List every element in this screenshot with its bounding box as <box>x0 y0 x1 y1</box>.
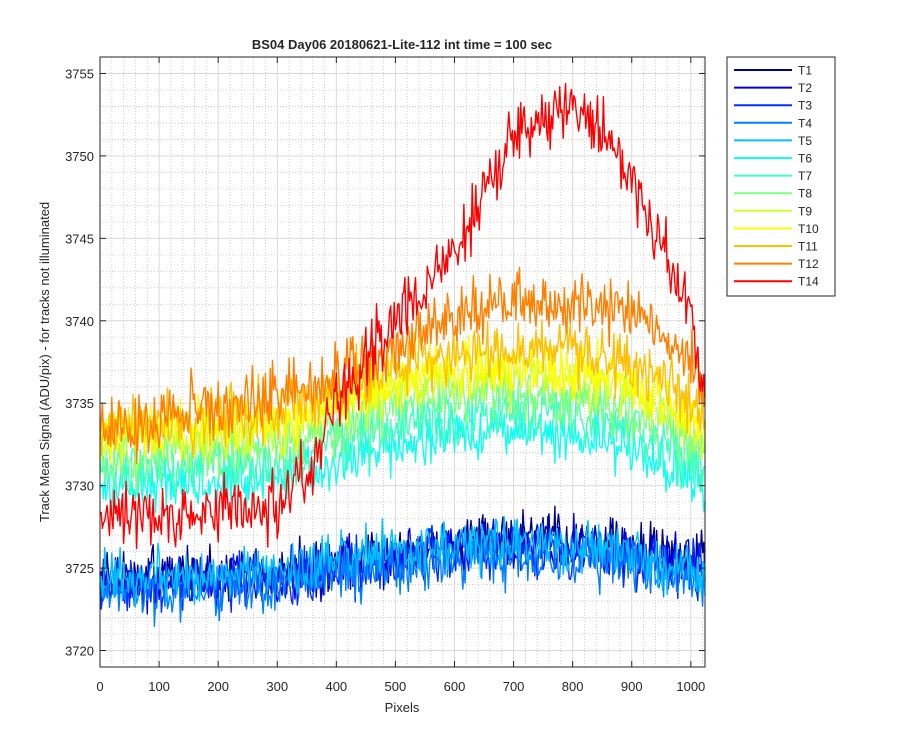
y-tick-label: 3745 <box>65 231 94 246</box>
legend-label-t10: T10 <box>798 222 819 236</box>
y-tick-label: 3730 <box>65 479 94 494</box>
series-line-t8 <box>99 363 706 494</box>
series-line-t14 <box>99 82 706 550</box>
x-tick-label: 600 <box>444 679 466 694</box>
x-tick-label: 700 <box>503 679 525 694</box>
x-tick-label: 200 <box>207 679 229 694</box>
y-axis-label: Track Mean Signal (ADU/pix) - for tracks… <box>37 202 52 522</box>
y-tick-label: 3725 <box>65 561 94 576</box>
legend-label-t3: T3 <box>798 99 812 113</box>
legend-label-t5: T5 <box>798 134 812 148</box>
legend-label-t6: T6 <box>798 152 812 166</box>
legend-label-t1: T1 <box>798 64 812 78</box>
x-tick-label: 800 <box>562 679 584 694</box>
legend-label-t9: T9 <box>798 204 812 218</box>
legend-label-t8: T8 <box>798 187 812 201</box>
y-tick-label: 3750 <box>65 149 94 164</box>
y-tick-label: 3740 <box>65 314 94 329</box>
x-tick-label: 300 <box>266 679 288 694</box>
series-layer <box>99 82 706 628</box>
series-line-t12 <box>99 266 706 465</box>
legend-label-t4: T4 <box>798 116 812 130</box>
legend-label-t12: T12 <box>798 257 819 271</box>
x-tick-label: 0 <box>96 679 103 694</box>
y-tick-label: 3720 <box>65 644 94 659</box>
legend-label-t7: T7 <box>798 169 812 183</box>
axis-ticks: 0 100 200 300 400 500 600 700 800 900 1000 3720 3725… <box>65 57 705 694</box>
series-line-t5 <box>99 516 706 608</box>
x-tick-label: 500 <box>385 679 407 694</box>
x-tick-label: 400 <box>325 679 347 694</box>
legend-label-t11: T11 <box>798 240 818 254</box>
x-tick-label: 100 <box>148 679 170 694</box>
x-axis-label: Pixels <box>385 700 420 715</box>
series-line-t10 <box>99 334 706 464</box>
x-tick-label: 1000 <box>676 679 705 694</box>
plot-frame <box>99 56 706 668</box>
chart-title: BS04 Day06 20180621-Lite-112 int time = … <box>252 37 552 52</box>
legend: T1 T2 T3 T4 T5 T6 T7 T8 T9 T10 T11 T12 T14 <box>726 56 836 297</box>
legend-label-t2: T2 <box>798 81 812 95</box>
y-tick-label: 3735 <box>65 396 94 411</box>
legend-label-t14: T14 <box>798 275 819 289</box>
x-tick-label: 900 <box>621 679 643 694</box>
y-tick-label: 3755 <box>65 66 94 81</box>
